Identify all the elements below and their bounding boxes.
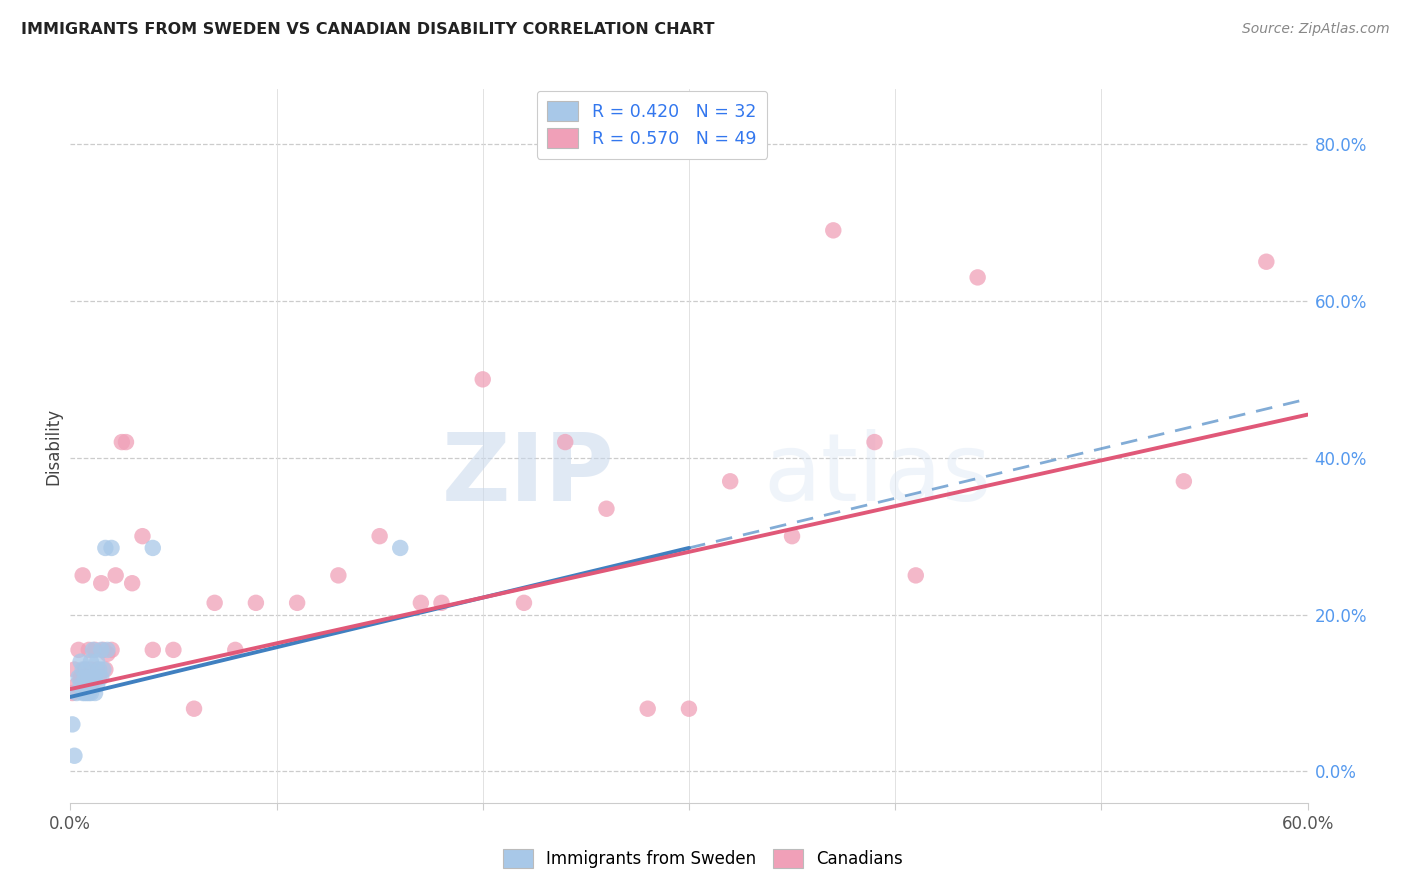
Point [863, 435, 886, 450]
Point [91, 643, 114, 657]
Point [86, 655, 108, 669]
Point [678, 702, 700, 716]
Point [91, 663, 114, 677]
Point [65, 686, 87, 700]
Point [72, 663, 94, 677]
Point [82, 670, 104, 684]
Point [389, 541, 412, 555]
Point [142, 643, 165, 657]
Point [90, 643, 112, 657]
Point [86, 678, 108, 692]
Point [76, 663, 98, 677]
Point [780, 529, 803, 543]
Point [115, 435, 138, 450]
Point [69, 655, 91, 669]
Point [72, 686, 94, 700]
Point [595, 501, 617, 516]
Point [82, 670, 104, 684]
Point [90, 670, 112, 684]
Point [72, 568, 94, 582]
Point [80, 663, 103, 677]
Point [80, 686, 103, 700]
Point [183, 702, 205, 716]
Point [100, 541, 122, 555]
Point [637, 702, 659, 716]
Point [718, 475, 741, 489]
Point [89, 663, 111, 677]
Point [65, 678, 87, 692]
Point [90, 576, 112, 591]
Point [94, 541, 117, 555]
Point [80, 678, 103, 692]
Point [60, 686, 83, 700]
Point [77, 670, 100, 684]
Point [1256, 254, 1278, 268]
Text: Source: ZipAtlas.com: Source: ZipAtlas.com [1241, 22, 1389, 37]
Point [84, 670, 107, 684]
Point [162, 643, 184, 657]
Point [368, 529, 391, 543]
Point [84, 686, 107, 700]
Point [513, 596, 536, 610]
Point [77, 643, 100, 657]
Point [131, 529, 153, 543]
Point [73, 670, 96, 684]
Point [823, 223, 845, 237]
Point [60, 717, 83, 731]
Legend: R = 0.420   N = 32, R = 0.570   N = 49: R = 0.420 N = 32, R = 0.570 N = 49 [537, 91, 768, 159]
Point [554, 435, 576, 450]
Point [104, 568, 127, 582]
Point [430, 596, 453, 610]
Point [86, 663, 108, 677]
Point [76, 670, 98, 684]
Point [73, 663, 96, 677]
Point [1173, 475, 1195, 489]
Point [63, 748, 86, 763]
Point [224, 643, 246, 657]
Point [94, 663, 117, 677]
Point [904, 568, 927, 582]
Point [63, 663, 86, 677]
Point [67, 670, 90, 684]
Point [82, 643, 104, 657]
Legend: Immigrants from Sweden, Canadians: Immigrants from Sweden, Canadians [496, 842, 910, 875]
Point [204, 596, 226, 610]
Point [245, 596, 267, 610]
Point [285, 596, 308, 610]
Point [84, 643, 107, 657]
Point [69, 670, 91, 684]
Point [80, 655, 103, 669]
Text: ZIP: ZIP [441, 428, 614, 521]
Point [121, 576, 143, 591]
Text: IMMIGRANTS FROM SWEDEN VS CANADIAN DISABILITY CORRELATION CHART: IMMIGRANTS FROM SWEDEN VS CANADIAN DISAB… [21, 22, 714, 37]
Point [142, 541, 165, 555]
Point [328, 568, 350, 582]
Text: atlas: atlas [763, 428, 991, 521]
Point [89, 670, 111, 684]
Point [111, 435, 134, 450]
Point [409, 596, 432, 610]
Point [77, 686, 100, 700]
Y-axis label: Disability: Disability [44, 408, 62, 484]
Point [471, 372, 494, 386]
Point [96, 647, 118, 661]
Point [100, 643, 122, 657]
Point [966, 270, 988, 285]
Point [69, 678, 91, 692]
Point [96, 643, 118, 657]
Point [67, 643, 90, 657]
Point [76, 686, 98, 700]
Point [73, 686, 96, 700]
